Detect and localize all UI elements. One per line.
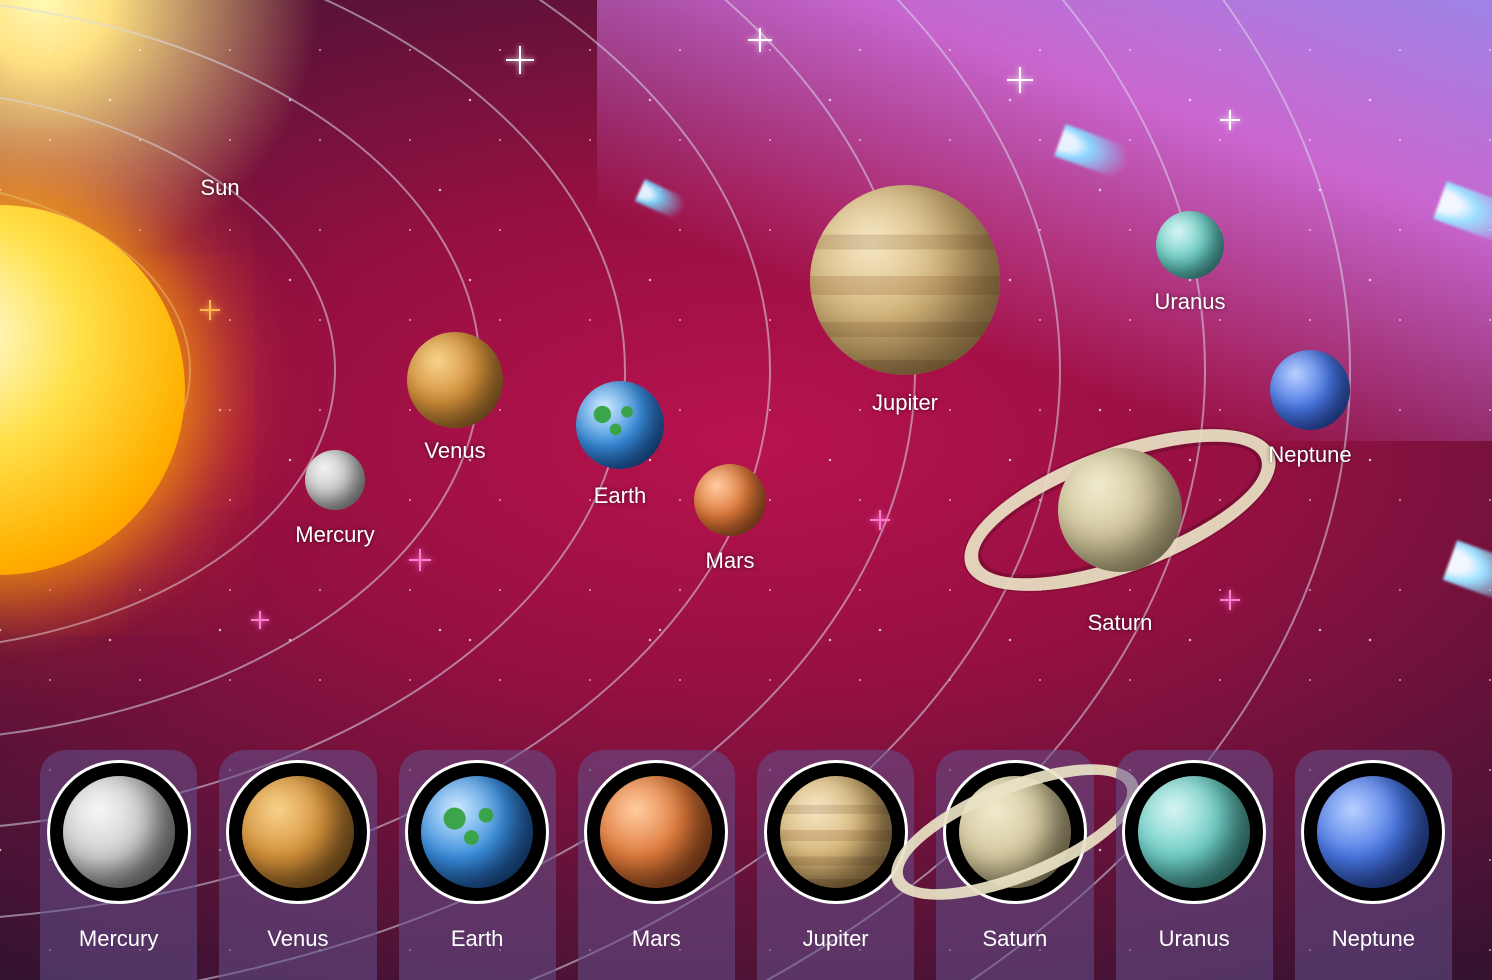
sun-label: Sun bbox=[200, 175, 239, 201]
card-label: Mars bbox=[632, 926, 681, 952]
planet-earth bbox=[576, 381, 664, 469]
planet-card-mercury: Mercury bbox=[40, 750, 197, 980]
planet-label-jupiter: Jupiter bbox=[872, 390, 938, 416]
planet-card-jupiter: Jupiter bbox=[757, 750, 914, 980]
planet-mercury bbox=[305, 450, 365, 510]
planet-saturn bbox=[1058, 448, 1182, 572]
star-sparkle bbox=[748, 28, 772, 52]
planet-card-venus: Venus bbox=[219, 750, 376, 980]
planet-venus bbox=[407, 332, 503, 428]
card-planet-jupiter bbox=[780, 776, 892, 888]
card-label: Venus bbox=[267, 926, 328, 952]
planet-card-uranus: Uranus bbox=[1116, 750, 1273, 980]
card-ring bbox=[47, 760, 191, 904]
star-sparkle bbox=[251, 611, 269, 629]
card-planet-earth bbox=[421, 776, 533, 888]
card-ring bbox=[584, 760, 728, 904]
card-planet-saturn bbox=[959, 776, 1071, 888]
card-ring bbox=[764, 760, 908, 904]
planet-uranus bbox=[1156, 211, 1224, 279]
comet bbox=[1433, 181, 1492, 294]
star-sparkle bbox=[409, 549, 431, 571]
comet bbox=[635, 179, 754, 251]
planet-label-mars: Mars bbox=[706, 548, 755, 574]
card-label: Earth bbox=[451, 926, 504, 952]
star-sparkle bbox=[1007, 67, 1033, 93]
card-ring bbox=[1122, 760, 1266, 904]
planet-label-neptune: Neptune bbox=[1268, 442, 1351, 468]
card-label: Saturn bbox=[982, 926, 1047, 952]
planet-label-uranus: Uranus bbox=[1155, 289, 1226, 315]
planet-card-earth: Earth bbox=[399, 750, 556, 980]
card-planet-mercury bbox=[63, 776, 175, 888]
card-planet-venus bbox=[242, 776, 354, 888]
card-ring bbox=[226, 760, 370, 904]
card-planet-uranus bbox=[1138, 776, 1250, 888]
comet bbox=[1443, 540, 1492, 648]
star-sparkle bbox=[1220, 110, 1240, 130]
star-sparkle bbox=[1220, 590, 1240, 610]
card-ring bbox=[405, 760, 549, 904]
sun bbox=[0, 205, 185, 575]
card-label: Uranus bbox=[1159, 926, 1230, 952]
planet-mars bbox=[694, 464, 766, 536]
planet-label-earth: Earth bbox=[594, 483, 647, 509]
card-label: Jupiter bbox=[803, 926, 869, 952]
card-planet-neptune bbox=[1317, 776, 1429, 888]
planet-label-venus: Venus bbox=[424, 438, 485, 464]
planet-card-saturn: Saturn bbox=[936, 750, 1093, 980]
star-sparkle bbox=[506, 46, 534, 74]
card-ring bbox=[1301, 760, 1445, 904]
planet-neptune bbox=[1270, 350, 1350, 430]
planet-jupiter bbox=[810, 185, 1000, 375]
star-sparkle bbox=[870, 510, 890, 530]
planet-card-row: Mercury Venus Earth Mars Jupiter Saturn Uranus… bbox=[0, 750, 1492, 980]
solar-system-infographic: Sun Mercury Venus Earth Mars Jupiter Saturn Ur… bbox=[0, 0, 1492, 980]
card-planet-mars bbox=[600, 776, 712, 888]
planet-label-saturn: Saturn bbox=[1088, 610, 1153, 636]
planet-card-mars: Mars bbox=[578, 750, 735, 980]
planet-card-neptune: Neptune bbox=[1295, 750, 1452, 980]
comet bbox=[1054, 124, 1235, 218]
card-ring bbox=[943, 760, 1087, 904]
card-label: Mercury bbox=[79, 926, 158, 952]
star-sparkle bbox=[200, 300, 220, 320]
card-label: Neptune bbox=[1332, 926, 1415, 952]
planet-label-mercury: Mercury bbox=[295, 522, 374, 548]
